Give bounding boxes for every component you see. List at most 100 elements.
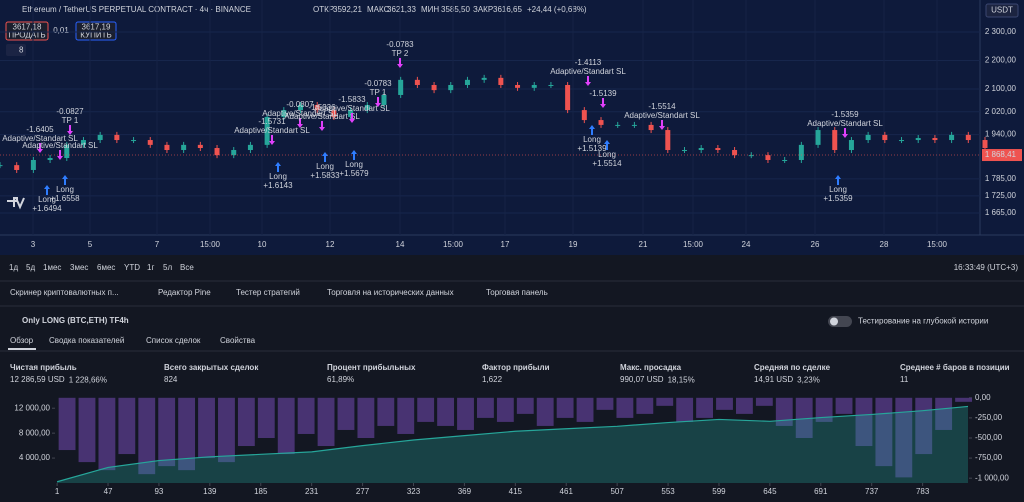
currency-box[interactable] <box>985 3 1019 18</box>
drawdown-bar <box>138 397 156 475</box>
x-tick-label: 10 <box>258 240 267 249</box>
exit-arrow <box>67 125 73 135</box>
exit-arrow <box>57 150 63 160</box>
entry-label: Long <box>316 162 334 171</box>
exit-value: -0.0783 <box>386 40 414 49</box>
buy-label[interactable]: КУПИТЬ <box>80 31 111 40</box>
metric-value: 1,622 <box>482 375 503 384</box>
candle <box>14 165 20 170</box>
period-button[interactable]: Все <box>180 263 194 272</box>
tab[interactable]: Скринер криптовалютных п... <box>10 288 119 297</box>
period-button[interactable]: 6мес <box>97 263 115 272</box>
y2-tick-label: -750,00 <box>975 453 1003 462</box>
candle <box>181 144 187 151</box>
exit-reason: Adaptive/Standart SL <box>284 112 360 121</box>
exit-arrow <box>842 128 848 138</box>
ohlc-label: МАКС <box>367 5 390 14</box>
entry-label: Long <box>56 185 74 194</box>
candle <box>798 144 804 160</box>
candle <box>865 134 871 141</box>
x-tick-label: 553 <box>661 487 675 496</box>
period-button[interactable]: 5л <box>163 263 172 272</box>
x-tick-label: 3 <box>31 240 36 249</box>
metric-value: 12 286,59 USD <box>10 375 65 384</box>
entry-arrow <box>604 140 610 150</box>
candle <box>214 148 220 156</box>
chart-background <box>0 0 1024 255</box>
logo <box>7 197 25 210</box>
exit-reason: Adaptive/Standart SL <box>550 67 626 76</box>
currency[interactable]: USDT <box>991 6 1013 15</box>
deep-history[interactable]: Тестирование на глубокой истории <box>858 317 988 326</box>
subtab[interactable]: Список сделок <box>146 336 201 345</box>
candle <box>364 104 370 111</box>
subtab[interactable]: Свойства <box>220 336 256 345</box>
period-button[interactable]: 3мес <box>70 263 88 272</box>
x-tick-label: 93 <box>154 487 163 496</box>
candle <box>47 157 53 160</box>
drawdown-bar <box>98 397 116 471</box>
subtab[interactable]: Обзор <box>10 336 34 345</box>
subtab[interactable]: Сводка показателей <box>49 336 124 345</box>
ohlc-value: 3616,65 <box>493 5 522 14</box>
sell-button[interactable] <box>5 21 49 41</box>
drawdown-bar <box>536 397 554 426</box>
sell-label[interactable]: ПРОДАТЬ <box>8 31 45 40</box>
candle <box>515 84 521 88</box>
tab[interactable]: Торговля на исторических данных <box>327 288 454 297</box>
exit-reason: TP 2 <box>392 49 409 58</box>
x-tick-label: 277 <box>356 487 370 496</box>
equity-area <box>57 406 968 483</box>
drawdown-bar <box>218 397 235 463</box>
entry-label: Long <box>345 160 363 169</box>
period-button[interactable]: 1д <box>9 263 18 272</box>
entry-value: +1.5359 <box>823 194 853 203</box>
period-button[interactable]: 5д <box>26 263 35 272</box>
exit-reason: Adaptive/Standart SL <box>262 109 338 118</box>
entry-value: +1.5514 <box>592 159 622 168</box>
indicators-toggle[interactable] <box>6 44 26 56</box>
candle <box>598 120 604 125</box>
x-tick-label: 507 <box>610 487 624 496</box>
buy-price[interactable]: 3617,19 <box>82 23 111 32</box>
x-tick-label: 139 <box>203 487 217 496</box>
y-tick-label: 1 940,00 <box>985 130 1017 139</box>
last-price-label: 1 868,41 <box>985 150 1017 159</box>
candle <box>80 140 86 145</box>
ohlc-label: МИН <box>421 5 439 14</box>
metric-extra: 1 228,66% <box>69 376 107 385</box>
candle <box>331 110 337 117</box>
tab[interactable]: Тестер стратегий <box>236 288 300 297</box>
candle <box>97 134 103 141</box>
tab[interactable]: Торговая панель <box>486 288 548 297</box>
period-button[interactable]: YTD <box>124 263 140 272</box>
buy-button[interactable] <box>75 21 117 41</box>
sell-price[interactable]: 3617,18 <box>13 23 42 32</box>
entry-value: +1.6494 <box>32 204 62 213</box>
exit-arrow <box>269 135 275 145</box>
candle <box>147 140 153 145</box>
candle <box>247 144 253 151</box>
entry-label: Long <box>38 195 56 204</box>
y-tick-label: 2 200,00 <box>985 56 1017 65</box>
candle <box>281 110 287 117</box>
indicators-count[interactable]: 8 <box>19 46 24 55</box>
candle <box>464 79 470 85</box>
entry-label: Long <box>829 185 847 194</box>
tab[interactable]: Редактор Pine <box>158 288 211 297</box>
x-tick-label: 26 <box>811 240 820 249</box>
entry-value: +1.6143 <box>263 181 293 190</box>
period-button[interactable]: 1мес <box>43 263 61 272</box>
drawdown-bar <box>257 397 275 438</box>
drawdown-bar <box>357 397 375 438</box>
y-tick-label: 12 000,00 <box>14 403 50 412</box>
exit-value: -0.0827 <box>56 107 84 116</box>
change: +24,44 (+0,68%) <box>527 5 587 14</box>
metric-value: 824 <box>164 375 178 384</box>
drawdown-bar <box>317 397 335 447</box>
drawdown-bar <box>576 397 594 422</box>
exit-reason: Adaptive/Standart SL <box>234 126 310 135</box>
x-tick-label: 783 <box>916 487 930 496</box>
period-button[interactable]: 1г <box>147 263 154 272</box>
